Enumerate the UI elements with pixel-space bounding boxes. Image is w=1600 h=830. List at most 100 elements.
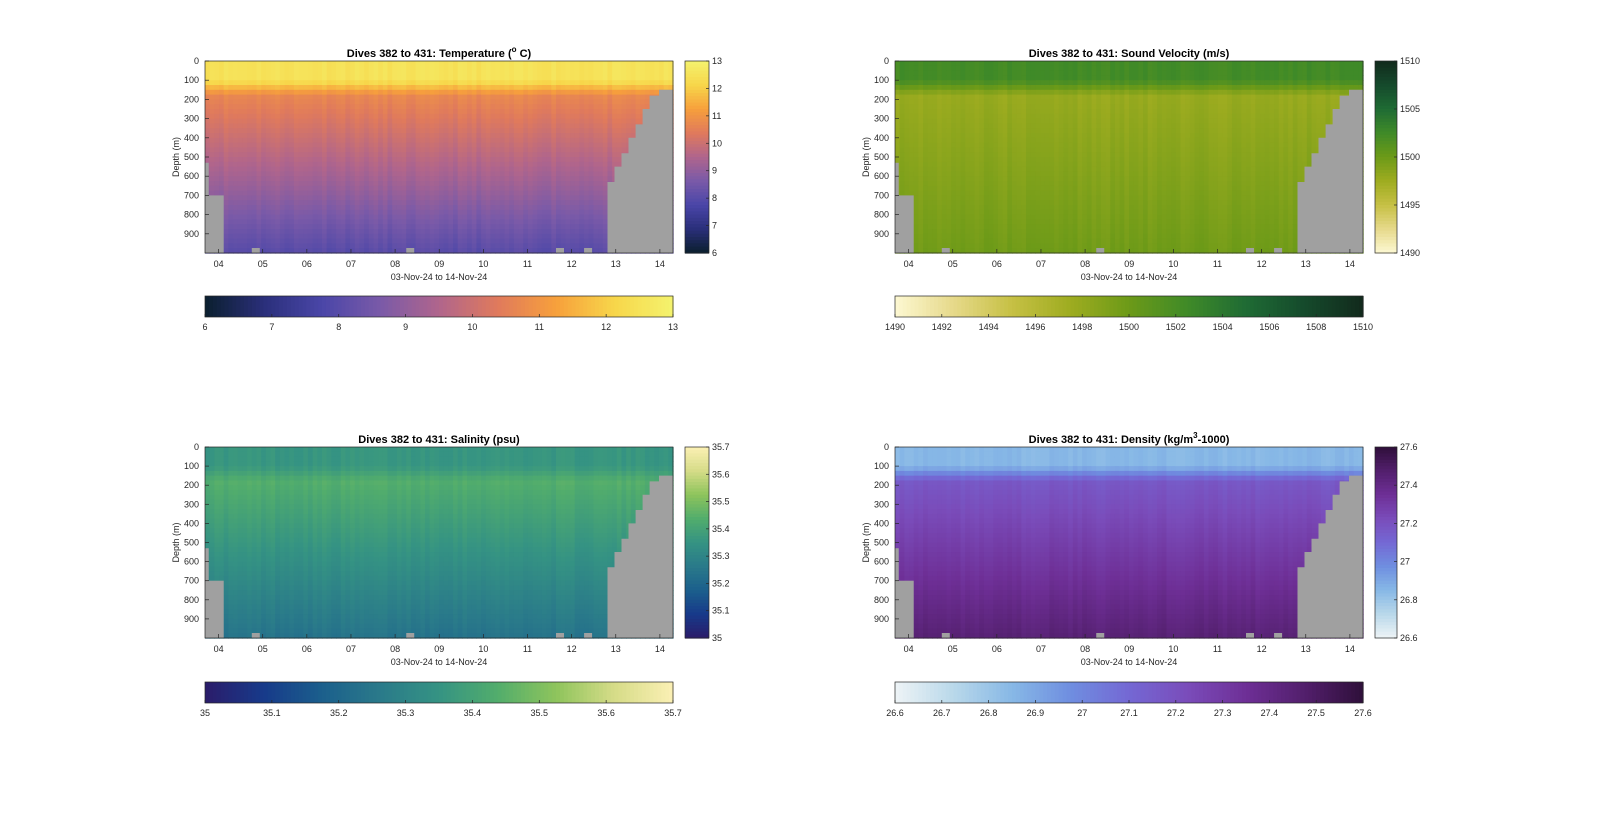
heat-cell <box>373 200 379 206</box>
heat-cell <box>532 161 538 168</box>
heat-cell <box>350 99 356 105</box>
h-colorbar-segment <box>329 296 335 317</box>
heat-cell <box>265 133 272 139</box>
heat-cell <box>556 166 562 172</box>
heat-cell <box>960 123 966 129</box>
heat-cell <box>443 89 449 96</box>
heat-cell <box>909 128 915 134</box>
heat-cell <box>960 219 966 225</box>
heat-cell <box>537 238 543 244</box>
heat-cell <box>504 171 510 177</box>
heat-cell <box>969 104 976 110</box>
heat-cell <box>406 70 412 76</box>
x-tick-label: 14 <box>655 259 665 269</box>
colorbar-segment <box>685 182 709 187</box>
heat-cell <box>932 181 938 187</box>
heat-cell <box>270 75 276 81</box>
heat-cell <box>401 128 407 134</box>
heat-cell <box>541 128 548 134</box>
heat-cell <box>485 176 492 182</box>
heat-cell <box>927 80 934 86</box>
heat-cell <box>345 229 351 235</box>
heat-cell <box>223 128 229 134</box>
heat-cell <box>918 75 924 81</box>
heat-cell <box>439 161 445 168</box>
heat-cell <box>481 224 487 230</box>
heat-cell <box>457 128 463 134</box>
heat-cell <box>303 229 309 235</box>
heat-cell <box>941 65 948 72</box>
heat-cell <box>420 157 426 163</box>
heat-cell <box>359 85 365 91</box>
heat-cell <box>205 99 211 105</box>
heat-cell <box>275 157 281 163</box>
heat-cell <box>937 152 943 158</box>
heat-cell <box>373 142 379 148</box>
heat-cell <box>270 80 276 86</box>
heat-cell <box>495 147 501 153</box>
heat-cell <box>275 229 281 235</box>
heat-cell <box>336 190 342 196</box>
heat-cell <box>303 85 309 91</box>
heat-cell <box>284 142 290 148</box>
heat-cell <box>471 80 478 86</box>
heat-cell <box>946 152 952 158</box>
heat-cell <box>527 152 534 158</box>
heat-cell <box>223 137 229 144</box>
heat-cell <box>307 142 314 148</box>
h-colorbar-segment <box>649 296 655 317</box>
heat-cell <box>284 224 290 230</box>
heat-cell <box>214 152 220 158</box>
h-colorbar-tick-label: 12 <box>601 322 611 332</box>
heat-cell <box>551 61 557 67</box>
heat-cell <box>443 181 449 187</box>
heat-cell <box>593 176 599 182</box>
heat-cell <box>228 152 234 158</box>
heat-cell <box>467 171 473 177</box>
heat-cell <box>523 109 529 115</box>
heat-cell <box>293 118 300 124</box>
heat-cell <box>490 80 496 86</box>
heat-cell <box>946 229 952 235</box>
heat-cell <box>373 233 379 240</box>
heat-cell <box>490 142 496 148</box>
heat-cell <box>261 185 267 192</box>
heat-cell <box>476 80 482 86</box>
heat-cell <box>340 142 346 148</box>
heat-cell <box>322 142 328 148</box>
h-colorbar-segment <box>411 296 417 317</box>
heat-cell <box>941 89 948 96</box>
heat-cell <box>471 123 478 129</box>
heat-cell <box>322 109 328 115</box>
heat-cell <box>429 209 435 216</box>
heat-cell <box>471 233 478 240</box>
heat-cell <box>974 214 980 220</box>
heat-cell <box>420 118 426 124</box>
heat-cell <box>551 243 557 249</box>
heat-cell <box>621 80 627 86</box>
heat-cell <box>247 176 253 182</box>
heat-cell <box>331 214 337 220</box>
heat-cell <box>345 80 351 86</box>
h-colorbar-segment <box>236 296 241 317</box>
heat-cell <box>443 224 449 230</box>
heat-cell <box>565 104 571 110</box>
heat-cell <box>223 70 229 76</box>
heat-cell <box>588 137 595 144</box>
heat-cell <box>359 99 365 105</box>
heat-cell <box>378 80 384 86</box>
heat-cell <box>237 85 244 91</box>
heat-cell <box>368 243 375 249</box>
h-colorbar-segment <box>255 296 261 317</box>
heat-cell <box>509 248 515 254</box>
heat-cell <box>955 123 962 129</box>
heat-cell <box>364 229 370 235</box>
heat-cell <box>476 233 482 240</box>
heat-cell <box>345 171 351 177</box>
heat-cell <box>895 80 901 86</box>
heat-cell <box>340 80 346 86</box>
heat-cell <box>969 142 976 148</box>
heat-cell <box>429 171 435 177</box>
heat-cell <box>607 123 613 129</box>
heat-cell <box>322 243 328 249</box>
